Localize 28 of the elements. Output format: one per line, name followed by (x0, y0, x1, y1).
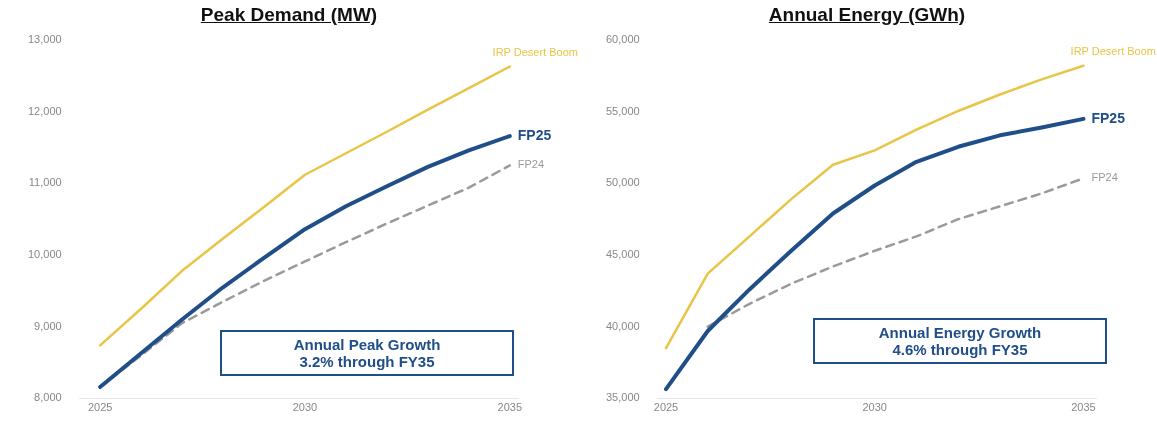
note-box: Annual Peak Growth 3.2% through FY35 (220, 330, 514, 376)
chart-title: Peak Demand (MW) (199, 4, 379, 26)
y-tick-label: 11,000 (28, 176, 62, 189)
y-tick-label: 10,000 (27, 248, 62, 261)
y-tick-label: 60,000 (605, 33, 640, 46)
series-label: FP24 (1091, 171, 1118, 184)
y-tick-label: 35,000 (605, 391, 640, 404)
x-tick-label: 2035 (1071, 401, 1096, 414)
series-label: IRP Desert Boom (492, 45, 578, 58)
y-tick-label: 12,000 (27, 104, 62, 117)
y-tick-label: 9,000 (34, 319, 62, 332)
y-tick-label: 13,000 (27, 33, 62, 46)
x-tick-label: 2025 (653, 401, 679, 414)
series-label: FP24 (517, 158, 545, 171)
series-label: IRP Desert Boom (1070, 44, 1156, 57)
note-box: Annual Energy Growth 4.6% through FY35 (813, 318, 1107, 364)
x-tick-label: 2025 (87, 401, 113, 414)
series-label: FP25 (517, 126, 552, 143)
x-tick-label: 2035 (497, 401, 523, 414)
y-tick-label: 8,000 (34, 391, 62, 404)
y-tick-label: 45,000 (605, 248, 640, 261)
y-tick-label: 55,000 (605, 104, 640, 117)
x-tick-label: 2030 (292, 401, 318, 414)
x-tick-label: 2030 (862, 401, 887, 414)
y-tick-label: 50,000 (605, 176, 640, 189)
y-tick-label: 40,000 (605, 319, 640, 332)
series-label: FP25 (1091, 109, 1126, 126)
chart-title: Annual Energy (GWh) (767, 4, 967, 26)
